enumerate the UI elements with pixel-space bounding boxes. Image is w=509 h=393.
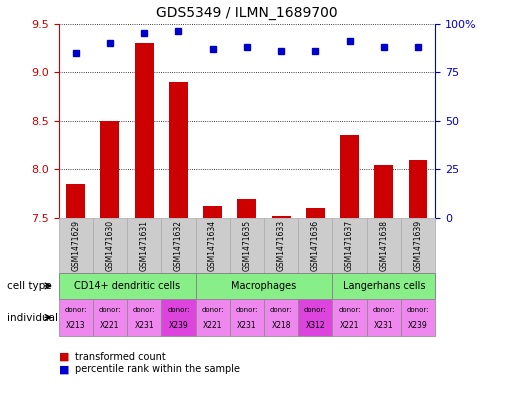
Bar — [332, 273, 435, 299]
Text: Macrophages: Macrophages — [232, 281, 297, 291]
Bar — [59, 273, 195, 299]
Bar — [264, 218, 298, 273]
Bar — [298, 299, 332, 336]
Text: GSM1471631: GSM1471631 — [139, 220, 149, 271]
Text: donor:: donor: — [270, 307, 292, 313]
Bar — [161, 218, 195, 273]
Text: donor:: donor: — [167, 307, 190, 313]
Bar — [100, 121, 119, 218]
Text: GSM1471632: GSM1471632 — [174, 220, 183, 271]
Text: ■: ■ — [59, 352, 69, 362]
Text: donor:: donor: — [373, 307, 395, 313]
Text: X239: X239 — [168, 321, 188, 330]
Bar — [59, 299, 93, 336]
Bar — [366, 299, 401, 336]
Text: donor:: donor: — [304, 307, 327, 313]
Bar — [340, 136, 359, 218]
Text: X221: X221 — [100, 321, 120, 330]
Text: GSM1471633: GSM1471633 — [276, 220, 286, 271]
Text: GSM1471634: GSM1471634 — [208, 220, 217, 271]
Bar — [237, 198, 256, 218]
Text: X221: X221 — [203, 321, 222, 330]
Text: Langerhans cells: Langerhans cells — [343, 281, 425, 291]
Text: donor:: donor: — [65, 307, 87, 313]
Bar — [375, 165, 393, 218]
Text: CD14+ dendritic cells: CD14+ dendritic cells — [74, 281, 180, 291]
Text: X218: X218 — [271, 321, 291, 330]
Text: GSM1471630: GSM1471630 — [105, 220, 115, 271]
Bar — [93, 299, 127, 336]
Bar — [332, 299, 366, 336]
Bar — [127, 218, 161, 273]
Bar — [409, 160, 428, 218]
Bar — [332, 218, 366, 273]
Text: donor:: donor: — [202, 307, 224, 313]
Text: GSM1471639: GSM1471639 — [414, 220, 422, 271]
Text: individual: individual — [7, 312, 58, 323]
Bar — [203, 206, 222, 218]
Text: cell type: cell type — [7, 281, 51, 291]
Bar — [230, 299, 264, 336]
Bar — [401, 218, 435, 273]
Text: donor:: donor: — [407, 307, 429, 313]
Text: donor:: donor: — [133, 307, 155, 313]
Bar — [264, 299, 298, 336]
Text: donor:: donor: — [99, 307, 121, 313]
Bar — [161, 299, 195, 336]
Bar — [401, 299, 435, 336]
Bar — [272, 216, 291, 218]
Text: donor:: donor: — [338, 307, 361, 313]
Title: GDS5349 / ILMN_1689700: GDS5349 / ILMN_1689700 — [156, 6, 337, 20]
Text: X221: X221 — [340, 321, 359, 330]
Bar — [195, 299, 230, 336]
Bar — [66, 184, 85, 218]
Bar — [127, 299, 161, 336]
Text: X213: X213 — [66, 321, 86, 330]
Bar — [230, 218, 264, 273]
Bar — [59, 218, 93, 273]
Text: X231: X231 — [237, 321, 257, 330]
Bar — [195, 273, 332, 299]
Bar — [169, 82, 188, 218]
Text: percentile rank within the sample: percentile rank within the sample — [75, 364, 240, 375]
Text: ■: ■ — [59, 364, 69, 375]
Text: GSM1471638: GSM1471638 — [379, 220, 388, 271]
Bar — [298, 218, 332, 273]
Text: GSM1471629: GSM1471629 — [71, 220, 80, 271]
Text: transformed count: transformed count — [75, 352, 166, 362]
Text: X231: X231 — [374, 321, 393, 330]
Text: GSM1471637: GSM1471637 — [345, 220, 354, 271]
Bar — [366, 218, 401, 273]
Bar — [195, 218, 230, 273]
Bar — [135, 43, 154, 218]
Text: X239: X239 — [408, 321, 428, 330]
Text: GSM1471635: GSM1471635 — [242, 220, 251, 271]
Text: GSM1471636: GSM1471636 — [311, 220, 320, 271]
Text: donor:: donor: — [236, 307, 258, 313]
Text: X312: X312 — [305, 321, 325, 330]
Bar — [306, 208, 325, 218]
Text: X231: X231 — [134, 321, 154, 330]
Bar — [93, 218, 127, 273]
